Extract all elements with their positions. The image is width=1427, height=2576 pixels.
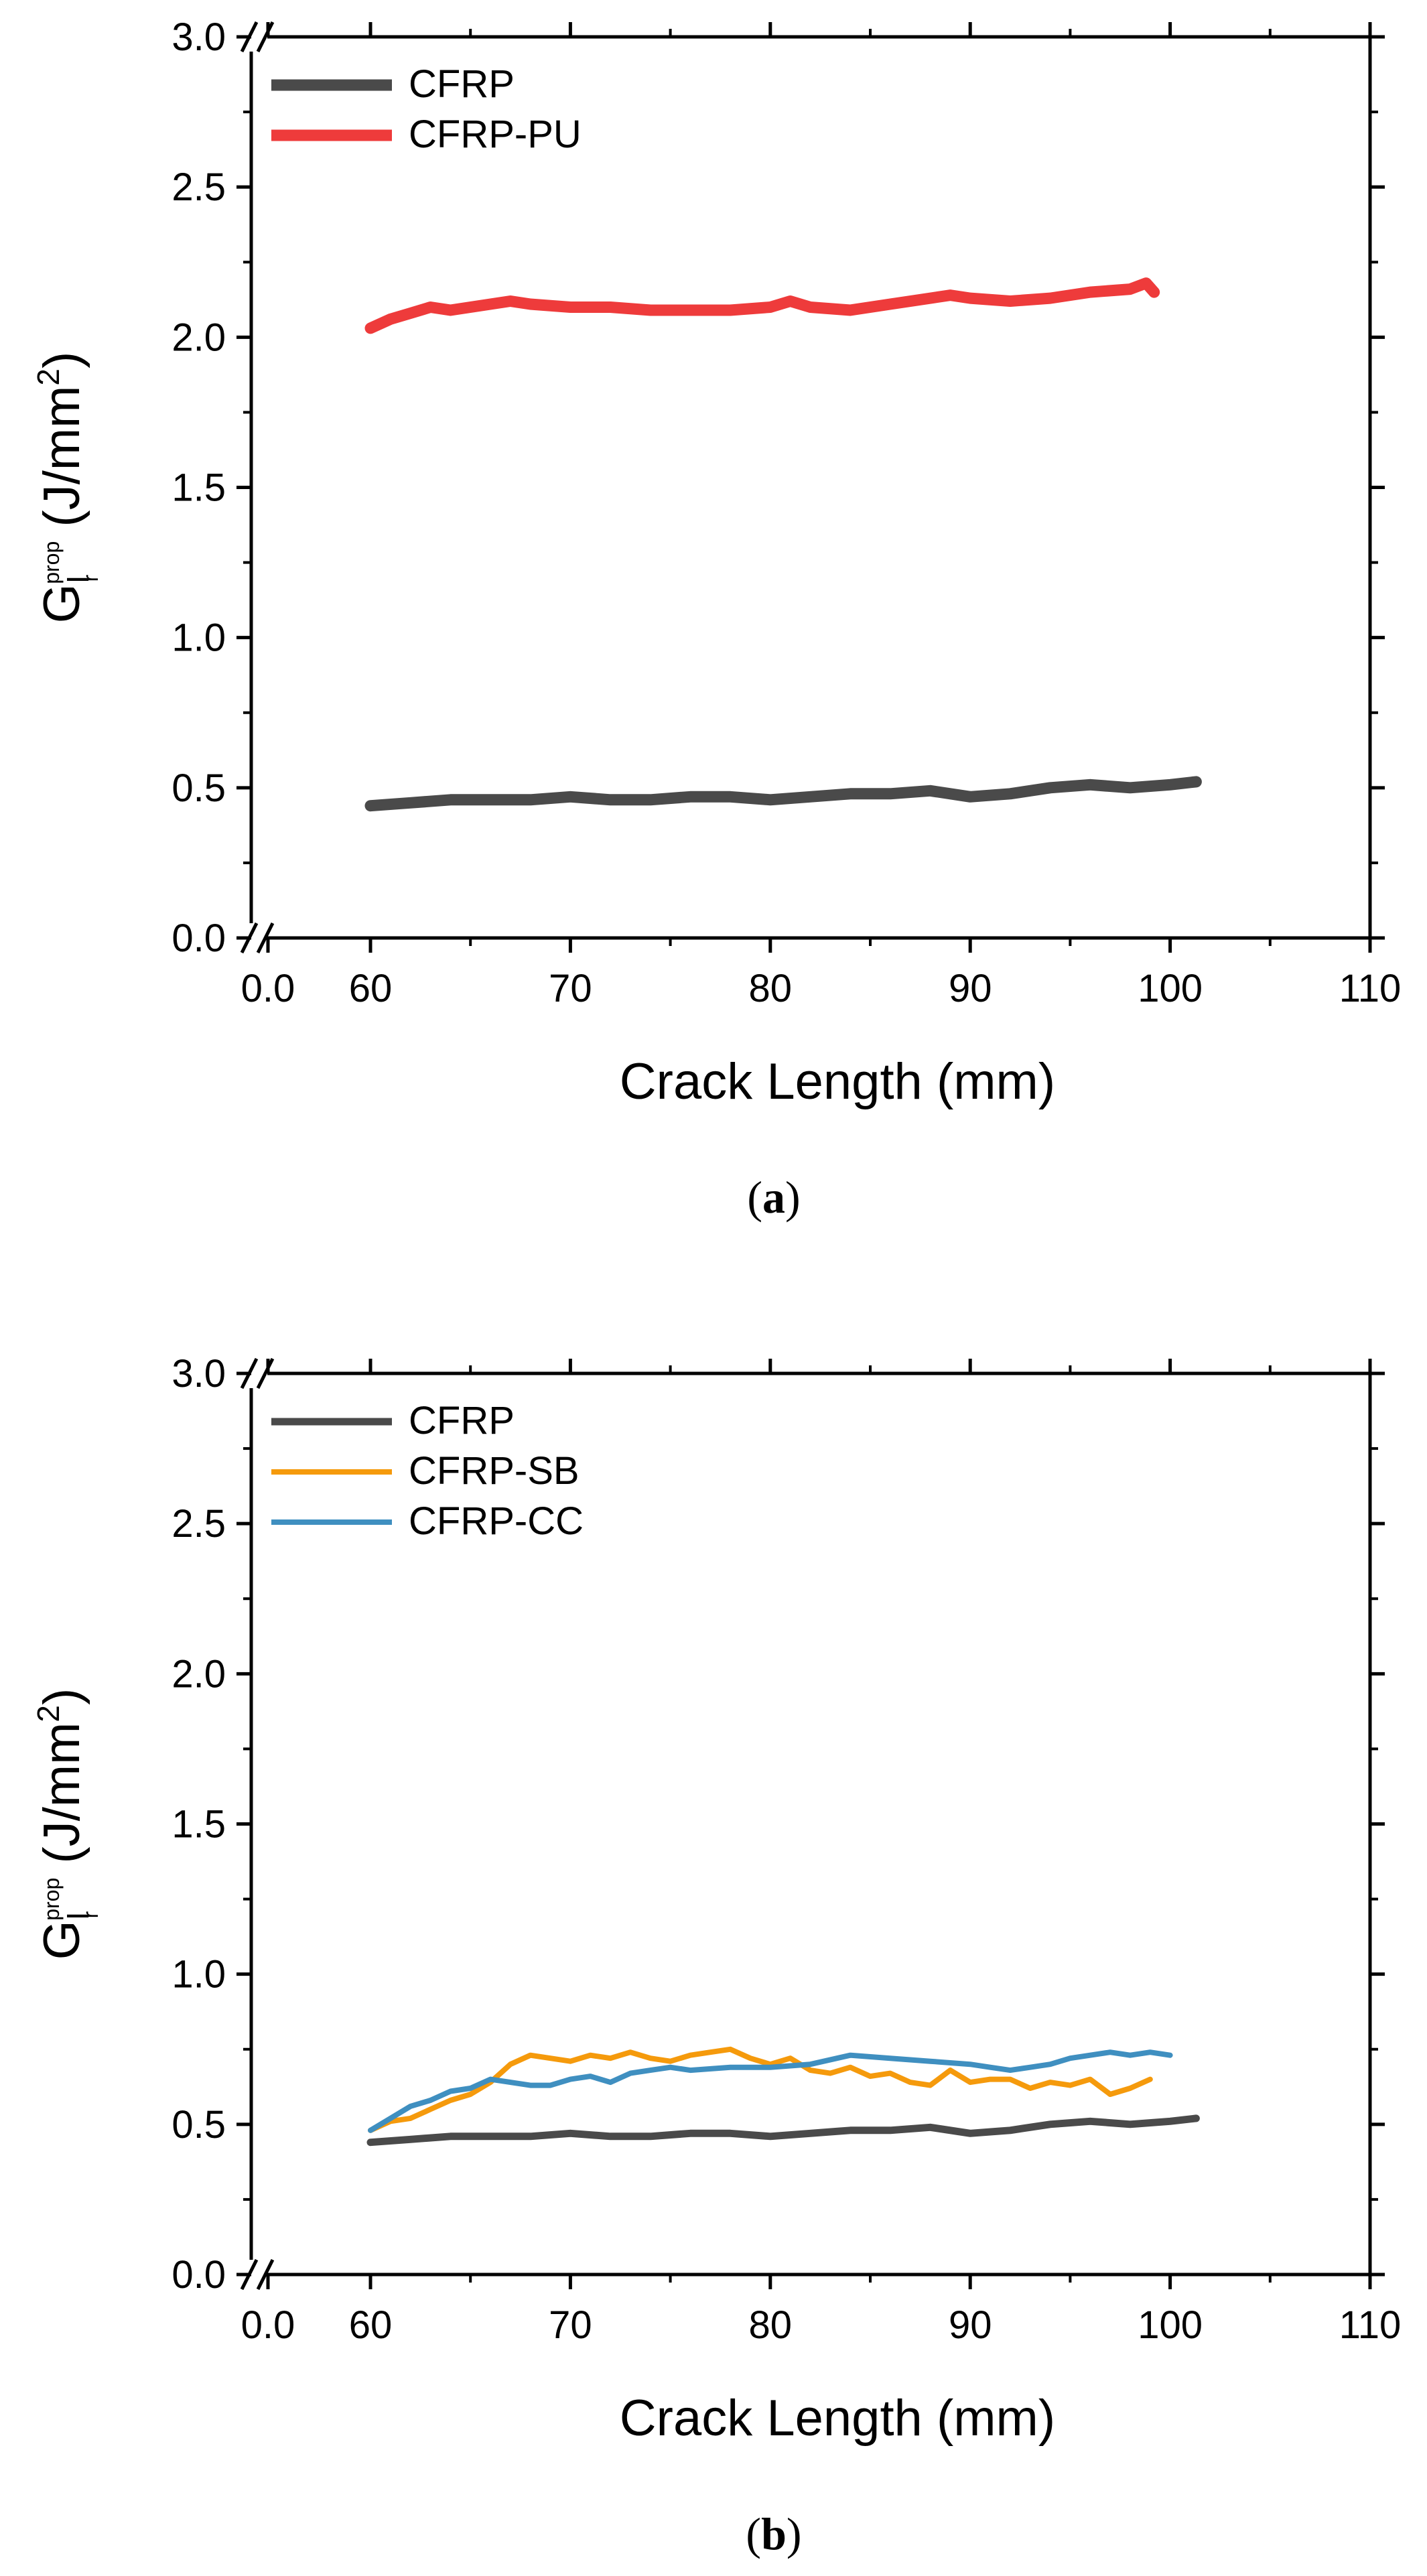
chart-panel-b: 0.0 0.5 1.0 1.5 2.0 2.5 3.0 0.0 60 70 80 90 100 110 Cr… [31, 1352, 1401, 2559]
legend-label: CFRP [409, 62, 515, 106]
x-axis-title: Crack Length (mm) [620, 1053, 1055, 1110]
y-tick-label: 1.5 [172, 466, 226, 510]
series-group [364, 277, 1202, 812]
y-title-sup: prop [40, 1878, 64, 1921]
y-title-units-sup: 2 [31, 1705, 66, 1722]
series-line-cfrp-cc [368, 2049, 1173, 2133]
legend-label: CFRP-CC [409, 1499, 584, 1543]
x-tick-label: 100 [1138, 2303, 1203, 2347]
y-tick-label: 2.5 [172, 1502, 226, 1546]
panel-caption: (a) [747, 1172, 800, 1223]
y-title-main: G [33, 1920, 90, 1960]
y-title-units-sup: 2 [31, 368, 66, 386]
y-title-main: G [33, 584, 90, 623]
legend-label: CFRP-SB [409, 1449, 580, 1493]
legend: CFRP CFRP-SB CFRP-CC [271, 1399, 584, 1543]
series-line-cfrp-pu [364, 277, 1160, 334]
x-tick-label: 90 [949, 967, 992, 1010]
y-tick-label: 0.5 [172, 2103, 226, 2147]
caption-close: ) [787, 2508, 802, 2559]
x-axis-title: Crack Length (mm) [620, 2390, 1055, 2447]
y-tick-label: 1.0 [172, 1953, 226, 1996]
y-title-subsub: r [78, 1911, 103, 1918]
caption-letter: a [762, 1172, 785, 1223]
axis-break-mark [256, 1357, 275, 1389]
panel-caption: (b) [746, 2508, 801, 2559]
series-line-cfrp [364, 776, 1202, 812]
x-tick-label: 100 [1138, 967, 1203, 1010]
x-tick-label: 60 [349, 2303, 393, 2347]
y-tick-label: 2.5 [172, 165, 226, 209]
x-tick-label: 70 [549, 967, 592, 1010]
legend-label: CFRP-PU [409, 113, 582, 156]
x-tick-label: 80 [749, 967, 793, 1010]
x-tick-label: 0.0 [241, 2303, 295, 2347]
y-tick-label: 1.5 [172, 1803, 226, 1846]
y-tick-label: 3.0 [172, 1352, 226, 1396]
caption-close: ) [785, 1172, 801, 1223]
y-tick-label: 2.0 [172, 316, 226, 359]
y-axis-title: GIr prop (J/mm2) [31, 1688, 103, 1960]
y-title-sub: I [60, 575, 95, 584]
y-title-subsub: r [78, 574, 103, 582]
y-tick-label: 0.5 [172, 766, 226, 810]
x-tick-label: 70 [549, 2303, 592, 2347]
y-title-sup: prop [40, 541, 64, 584]
y-tick-label: 2.0 [172, 1652, 226, 1696]
caption-letter: b [761, 2508, 787, 2559]
axis-break-mark [256, 21, 275, 53]
chart-panel-a: 0.0 0.5 1.0 1.5 2.0 2.5 3.0 0.0 60 70 80 90 100 110 Cr… [31, 15, 1401, 1223]
caption-open: ( [746, 2508, 761, 2559]
y-title-units: (J/mm [33, 386, 90, 541]
y-title-units-end: ) [33, 1688, 90, 1705]
series-group [366, 2046, 1200, 2147]
y-axis-title: GIr prop (J/mm2) [31, 352, 103, 624]
x-tick-label: 90 [949, 2303, 992, 2347]
y-title-units: (J/mm [33, 1722, 90, 1878]
series-line-cfrp-sb [368, 2046, 1153, 2133]
x-tick-label: 110 [1339, 2303, 1401, 2347]
series-line-cfrp [366, 2114, 1200, 2147]
y-tick-label: 3.0 [172, 15, 226, 59]
x-tick-label: 0.0 [241, 967, 295, 1010]
legend: CFRP CFRP-PU [271, 62, 582, 156]
y-title-sub: I [60, 1911, 95, 1920]
x-tick-label: 110 [1339, 967, 1401, 1010]
axis-break-mark [256, 922, 275, 954]
x-tick-label: 80 [749, 2303, 793, 2347]
axis-break-mark [256, 2258, 275, 2291]
caption-open: ( [747, 1172, 762, 1223]
y-title-units-end: ) [33, 352, 90, 368]
y-tick-label: 1.0 [172, 616, 226, 660]
y-tick-label: 0.0 [172, 2253, 226, 2297]
x-tick-label: 60 [349, 967, 393, 1010]
y-tick-label: 0.0 [172, 917, 226, 960]
legend-label: CFRP [409, 1399, 515, 1442]
